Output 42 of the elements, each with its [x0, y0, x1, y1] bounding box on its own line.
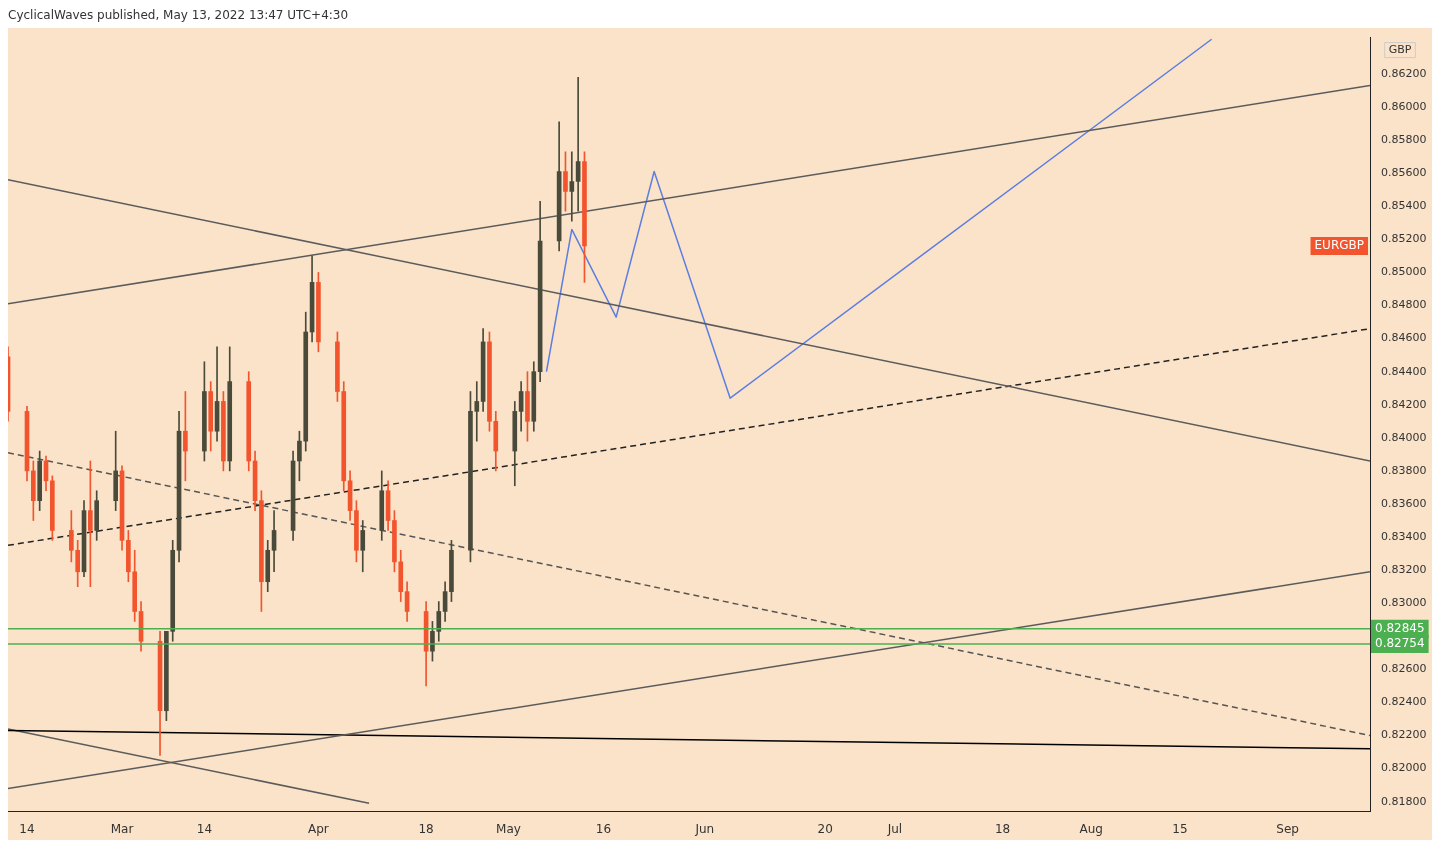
y-tick-label: 0.82200 [1381, 728, 1427, 742]
x-tick-label: 16 [595, 821, 612, 836]
ref-line-label: 0.82754 [1375, 636, 1425, 651]
x-tick-label: May [496, 821, 521, 836]
x-tick-label: 14 [19, 821, 35, 836]
y-tick-label: 0.82400 [1381, 695, 1427, 709]
y-tick-label: 0.83800 [1381, 463, 1427, 477]
y-tick-label: 0.82000 [1381, 761, 1427, 775]
x-tick-label: 15 [1172, 821, 1188, 836]
ref-line-label: 0.82845 [1375, 620, 1425, 635]
y-tick-label: 0.83200 [1381, 563, 1427, 576]
y-tick-label: 0.83000 [1381, 596, 1427, 610]
y-tick-label: 0.84800 [1381, 298, 1427, 312]
y-tick-label: 0.85800 [1381, 133, 1427, 146]
y-tick-label: 0.82600 [1381, 662, 1427, 676]
candlestick [569, 151, 575, 222]
y-tick-label: 0.84200 [1381, 397, 1427, 411]
x-tick-label: Apr [308, 821, 329, 836]
y-tick-label: 0.85000 [1381, 265, 1427, 279]
y-tick-label: 0.85600 [1381, 166, 1427, 180]
x-tick-label: Jun [694, 821, 715, 836]
x-tick-label: Sep [1276, 821, 1299, 836]
y-tick-label: 0.84000 [1381, 430, 1427, 444]
x-tick-label: 18 [418, 821, 434, 836]
y-axis-title: GBP [1388, 43, 1412, 57]
x-tick-label: Aug [1079, 821, 1103, 836]
x-tick-label: 20 [817, 821, 833, 836]
y-tick-label: 0.83400 [1381, 529, 1427, 543]
y-tick-label: 0.81800 [1381, 794, 1427, 808]
x-tick-label: Jul [886, 821, 903, 836]
x-tick-label: 14 [196, 821, 213, 836]
y-tick-label: 0.84600 [1381, 331, 1427, 345]
text: CyclicalWaves published, May 13, 2022 13:47 UTC+4:30 [8, 8, 350, 24]
x-tick-label: 18 [994, 821, 1011, 836]
x-tick-label: Mar [110, 821, 134, 836]
y-tick-label: 0.86200 [1381, 66, 1427, 80]
y-tick-label: 0.83600 [1381, 496, 1427, 510]
y-tick-label: 0.85200 [1381, 232, 1427, 246]
y-tick-label: 0.86000 [1381, 99, 1427, 113]
y-tick-label: 0.85400 [1381, 199, 1427, 213]
text: EURGBP [1314, 238, 1365, 253]
y-tick-label: 0.84400 [1381, 364, 1427, 378]
